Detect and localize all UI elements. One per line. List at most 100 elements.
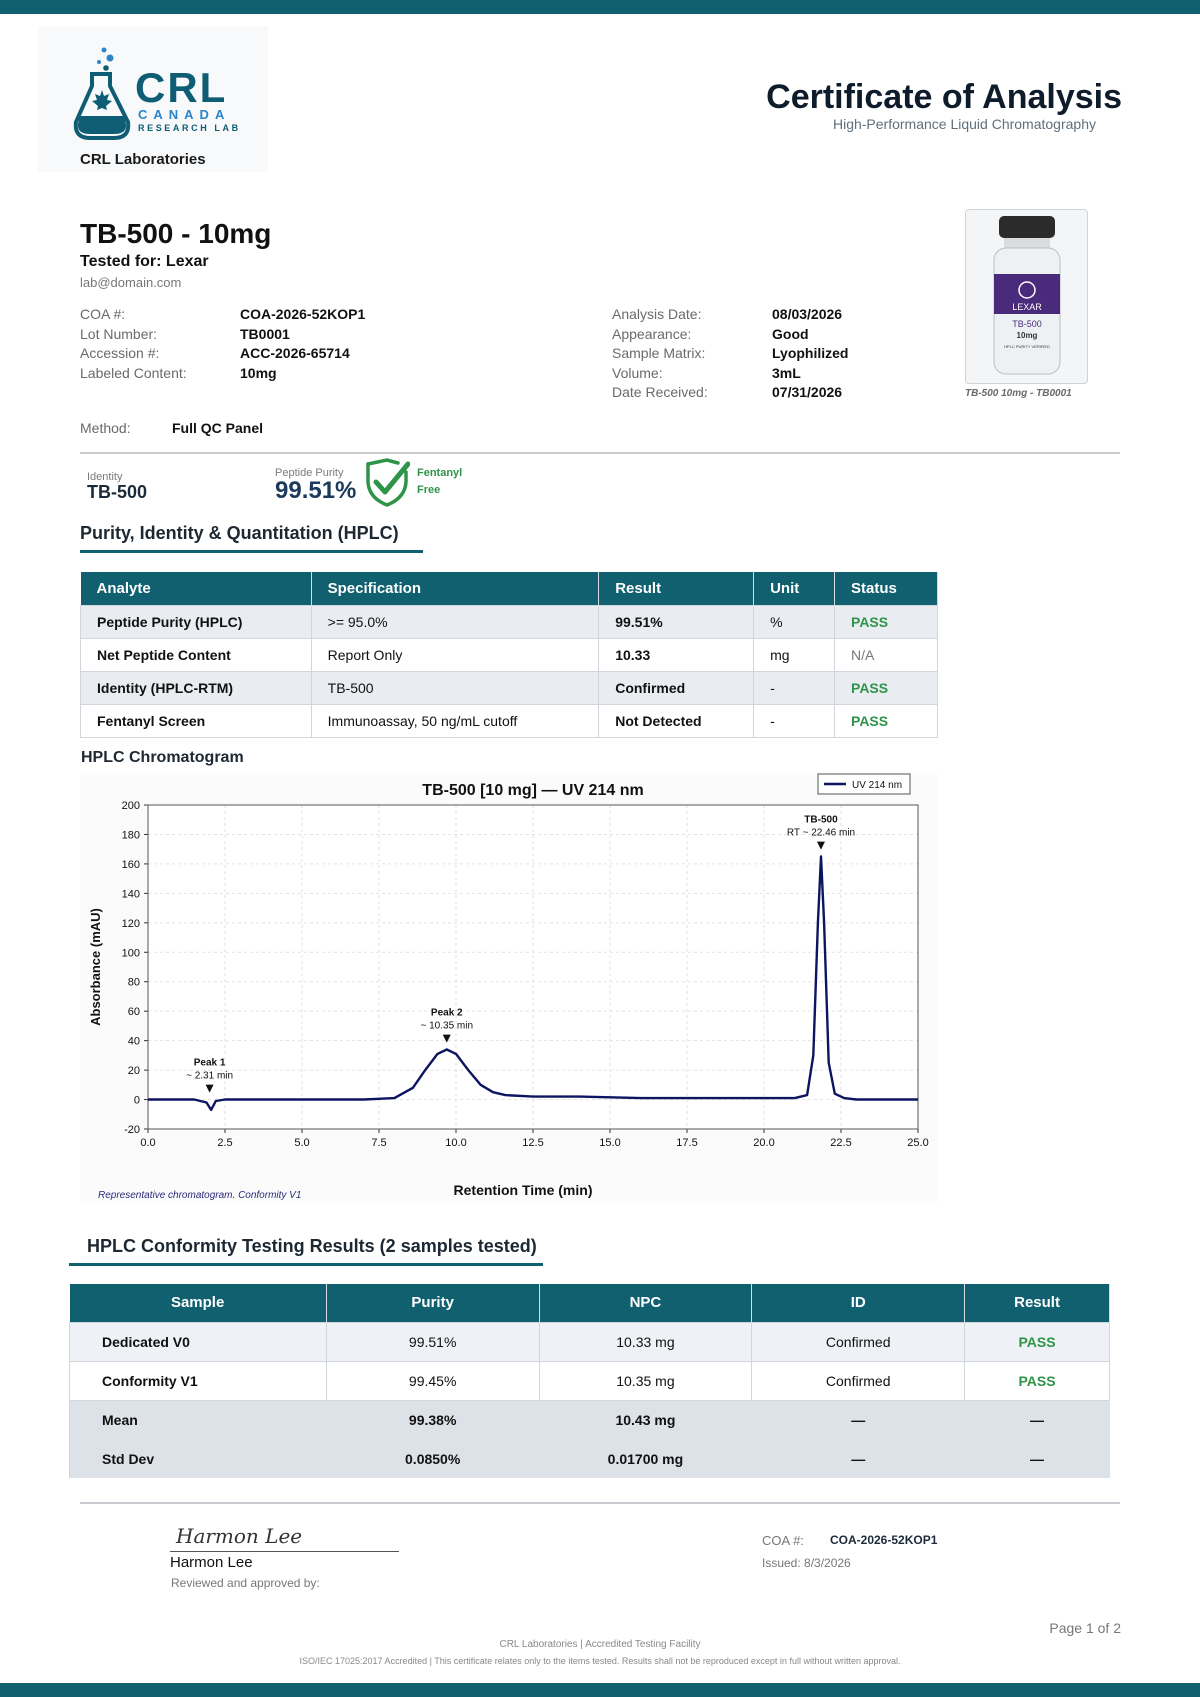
sample-name: Conformity V1 (69, 1360, 327, 1401)
table-cell: Report Only (310, 637, 600, 672)
analysis-date-label: Analysis Date: (612, 306, 702, 322)
y-tick-label: 60 (128, 1006, 140, 1018)
table-cell: Fentanyl Screen (80, 703, 312, 738)
section-underline (80, 550, 423, 553)
table-cell: Not Detected (598, 703, 755, 738)
fentanyl-label: Fentanyl (417, 467, 463, 479)
table-cell: mg (753, 637, 836, 672)
signer-name: Harmon Lee (170, 1554, 253, 1571)
coa-number-value: COA-2026-52KOP1 (240, 306, 366, 322)
footer-coa-label: COA #: (762, 1533, 804, 1548)
y-tick-label: -20 (124, 1124, 140, 1136)
volume-label: Volume: (612, 365, 663, 381)
table-row: Peptide Purity (HPLC) >= 95.0% 99.51% % … (80, 604, 938, 639)
identity-value: TB-500 (87, 482, 148, 502)
sample-name: Dedicated V0 (69, 1321, 327, 1362)
volume-value: 3mL (772, 365, 801, 381)
std-dev-label: Std Dev (69, 1439, 327, 1478)
table-cell: 10.33 (598, 637, 755, 672)
mean-row: Mean 99.38% 10.43 mg — — (69, 1400, 1110, 1439)
column-header-specification: Specification (311, 572, 600, 605)
table-cell: Confirmed (751, 1360, 966, 1401)
logo-canada-text: CANADA (138, 107, 231, 122)
divider (80, 452, 1120, 454)
table-cell: 0.0850% (326, 1439, 540, 1478)
y-tick-label: 80 (128, 977, 140, 989)
table-cell: Peptide Purity (HPLC) (80, 604, 312, 639)
signer-role: Reviewed and approved by: (171, 1576, 320, 1590)
table-cell: 99.38% (326, 1400, 540, 1439)
lot-number-value: TB0001 (240, 326, 290, 342)
column-header-result: Result (964, 1284, 1110, 1322)
footer-lab-line: CRL Laboratories | Accredited Testing Fa… (499, 1639, 701, 1650)
y-tick-label: 160 (122, 859, 140, 871)
vial-caption: TB-500 10mg - TB0001 (965, 388, 1072, 399)
x-tick-label: 22.5 (830, 1137, 851, 1149)
table-row: Net Peptide Content Report Only 10.33 mg… (80, 637, 938, 672)
status-pass: PASS (964, 1321, 1110, 1362)
table-cell: 10.43 mg (539, 1400, 752, 1439)
chromatogram-footnote: Representative chromatogram. Conformity … (98, 1190, 301, 1201)
table-cell: Immunoassay, 50 ng/mL cutoff (310, 703, 600, 738)
x-tick-label: 15.0 (599, 1137, 620, 1149)
table-cell: Confirmed (751, 1321, 966, 1362)
identity-label: Identity (87, 471, 123, 483)
peak-marker-icon (816, 841, 825, 850)
signature-line (170, 1551, 399, 1552)
series-line (148, 855, 918, 1112)
status-pass: PASS (834, 604, 938, 639)
legend-box (817, 773, 911, 795)
mean-label: Mean (69, 1400, 327, 1439)
table-row: Identity (HPLC-RTM) TB-500 Confirmed - P… (80, 670, 938, 705)
flask-logo-icon (73, 47, 131, 140)
footer-disclaimer: ISO/IEC 17025:2017 Accredited | This cer… (299, 1656, 901, 1666)
table-row: Fentanyl Screen Immunoassay, 50 ng/mL cu… (80, 703, 938, 738)
status-pass: PASS (834, 670, 938, 705)
x-tick-label: 25.0 (907, 1137, 928, 1149)
peak-marker-icon (205, 1084, 214, 1093)
product-title: TB-500 - 10mg (80, 218, 272, 249)
vial-brand-text: LEXAR (1012, 302, 1042, 312)
y-tick-label: 20 (128, 1065, 140, 1077)
y-tick-label: 120 (122, 918, 140, 930)
tested-for: Tested for: Lexar (80, 253, 209, 270)
top-accent-bar (0, 0, 1200, 14)
table-cell: Identity (HPLC-RTM) (80, 670, 312, 705)
status-pass: PASS (834, 703, 938, 738)
contact-email: lab@domain.com (80, 275, 182, 290)
hplc-section-title: Purity, Identity & Quantitation (HPLC) (80, 523, 399, 543)
column-header-status: Status (834, 572, 938, 605)
status-pass: PASS (964, 1360, 1110, 1401)
table-cell: — (964, 1439, 1110, 1478)
plot-frame (147, 804, 919, 1130)
table-header-row: Analyte Specification Result Unit Status (80, 572, 938, 605)
peak-retention-label: RT ~ 22.46 min (787, 828, 855, 839)
x-tick-label: 2.5 (217, 1137, 232, 1149)
x-tick-label: 5.0 (294, 1137, 309, 1149)
x-tick-label: 0.0 (140, 1137, 155, 1149)
table-cell: - (753, 670, 836, 705)
y-tick-label: 0 (134, 1095, 140, 1107)
vial-product-text: TB-500 (1012, 319, 1042, 329)
y-tick-label: 40 (128, 1036, 140, 1048)
table-cell: - (753, 703, 836, 738)
x-tick-label: 12.5 (522, 1137, 543, 1149)
accession-label: Accession #: (80, 345, 160, 361)
fentanyl-status: Free (417, 484, 441, 496)
vial-verified-text: HPLC PURITY VERIFIED (1004, 344, 1050, 349)
date-received-label: Date Received: (612, 384, 708, 400)
table-row: Conformity V1 99.45% 10.35 mg Confirmed … (69, 1360, 1110, 1401)
table-cell: — (964, 1400, 1110, 1439)
column-header-npc: NPC (539, 1284, 753, 1322)
accession-value: ACC-2026-65714 (240, 345, 350, 361)
std-dev-row: Std Dev 0.0850% 0.01700 mg — — (69, 1439, 1110, 1478)
y-tick-label: 100 (122, 947, 140, 959)
table-cell: — (751, 1439, 965, 1478)
issued-date: Issued: 8/3/2026 (762, 1556, 851, 1570)
handwritten-signature: Harmon Lee (176, 1524, 303, 1548)
coa-number-label: COA #: (80, 306, 126, 322)
peak-label: Peak 1 (194, 1058, 226, 1069)
logo-panel (38, 26, 268, 172)
peak-marker-icon (442, 1034, 451, 1043)
page-number: Page 1 of 2 (1049, 1620, 1121, 1636)
